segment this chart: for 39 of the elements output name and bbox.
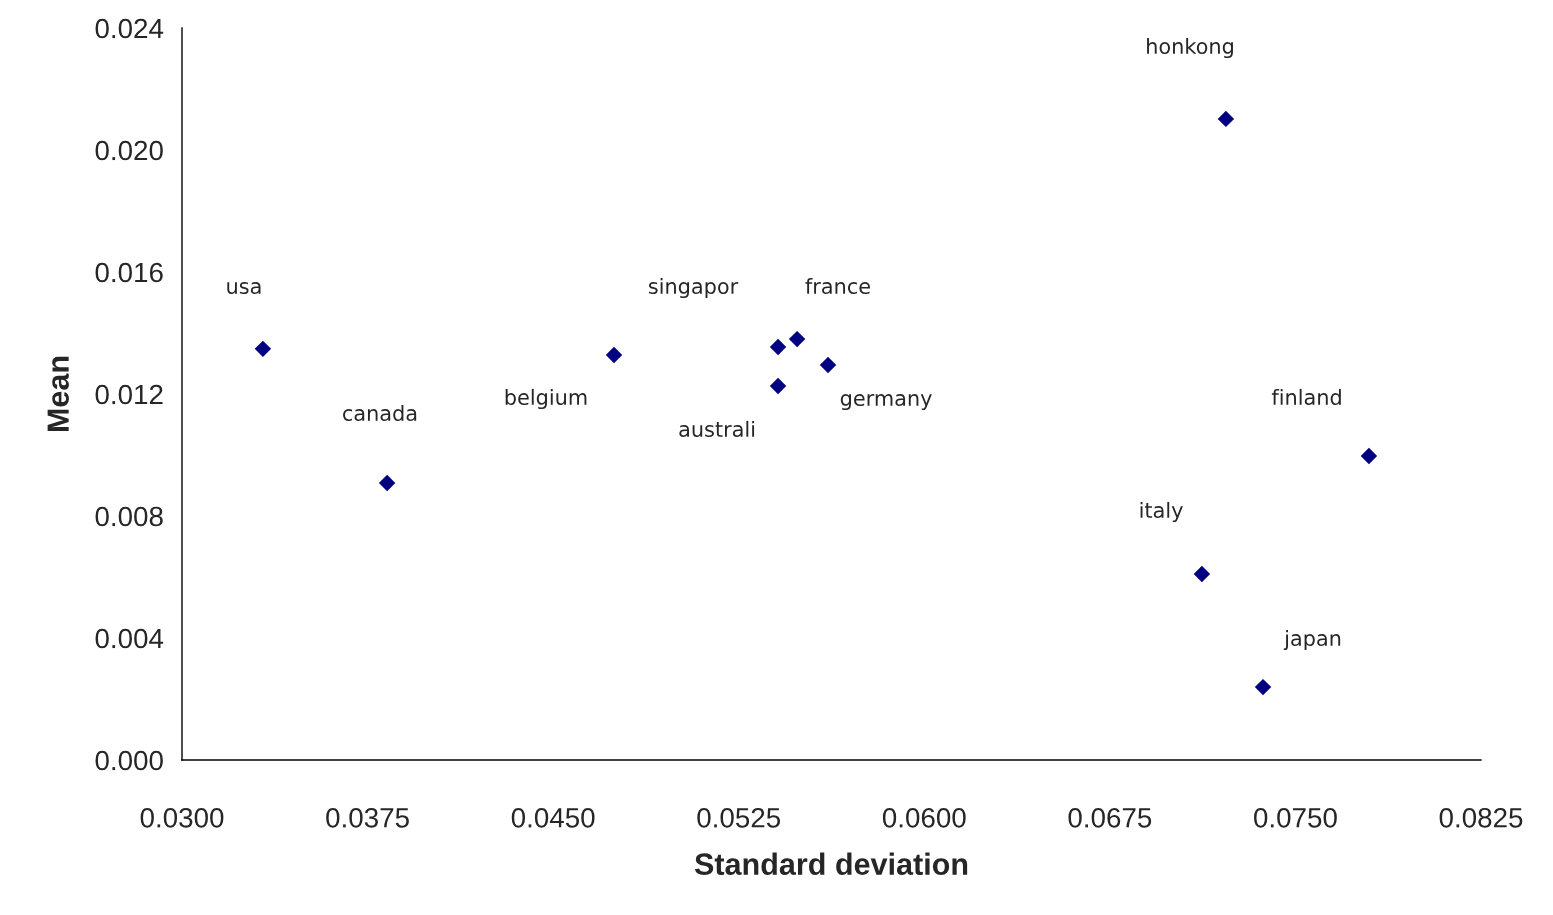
y-tick-label: 0.004 — [95, 628, 164, 649]
point — [769, 377, 787, 395]
point — [788, 330, 806, 348]
annotation: honkong — [1147, 37, 1233, 59]
x-tick-label: 0.0450 — [511, 807, 595, 828]
annotation: canada — [343, 404, 417, 422]
point — [1254, 678, 1272, 696]
point — [1217, 110, 1235, 128]
y-tick-label: 0.016 — [95, 262, 163, 283]
annotation: singapor — [648, 277, 739, 299]
x-tick-label: 0.0300 — [140, 807, 224, 828]
point — [1360, 447, 1378, 465]
point — [819, 356, 837, 374]
point — [378, 474, 396, 492]
x-tick-label: 0.0375 — [326, 807, 409, 828]
point — [769, 338, 787, 356]
annotation: france — [805, 277, 870, 295]
x-tick-label: 0.0750 — [1254, 807, 1337, 828]
x-tick-label: 0.0675 — [1068, 807, 1152, 828]
x-tick-label: 0.0825 — [1439, 807, 1523, 828]
y-tick-label: 0.012 — [95, 384, 163, 405]
y-tick-label: 0.024 — [95, 18, 164, 39]
y-axis-title: Mean — [47, 356, 69, 432]
x-tick-label: 0.0600 — [882, 807, 966, 828]
point — [1193, 565, 1211, 583]
annotation: australi — [679, 420, 755, 438]
y-tick-label: 0.008 — [95, 506, 163, 527]
x-axis-title: Standard deviation — [694, 852, 968, 875]
annotation: germany — [840, 394, 932, 411]
annotation: finland — [1271, 388, 1341, 406]
annotation: japan — [1283, 629, 1341, 651]
annotation: belgium — [505, 388, 587, 410]
point — [605, 346, 623, 364]
annotation: italy — [1140, 501, 1183, 523]
x-tick-label: 0.0525 — [697, 807, 781, 828]
annotation: usa — [227, 282, 261, 295]
y-tick-label: 0.000 — [95, 750, 163, 771]
y-tick-label: 0.020 — [95, 140, 163, 161]
point — [254, 340, 272, 358]
